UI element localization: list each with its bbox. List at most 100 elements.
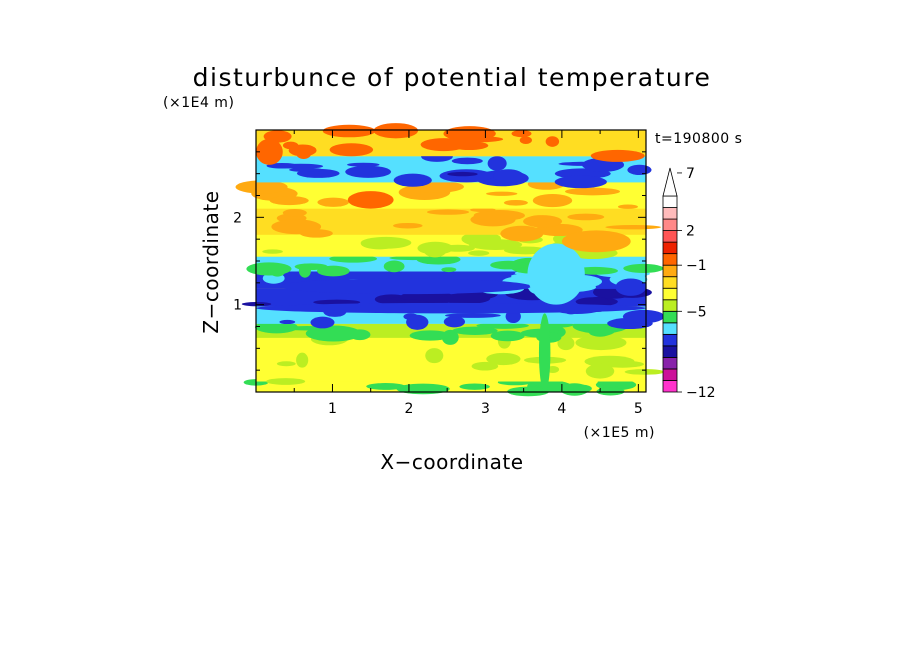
field-cell (262, 249, 283, 254)
field-cell (296, 352, 309, 368)
field-cell (383, 260, 405, 273)
field-cell (567, 213, 605, 221)
x-tick-label: 5 (634, 401, 643, 417)
field-cell (426, 209, 470, 215)
field-cell (298, 263, 311, 278)
field-feature (527, 243, 585, 305)
field-cell (468, 250, 490, 256)
field-cell (282, 141, 299, 150)
field-cell (310, 316, 335, 329)
colorbar-box (662, 380, 678, 393)
colorbar-label: −12 (686, 385, 716, 401)
colorbar-label: −1 (686, 258, 707, 274)
y-axis-ticks: 12 (233, 151, 646, 371)
colorbar-box (662, 299, 678, 312)
y-tick-label: 1 (233, 298, 242, 314)
field-cell (451, 157, 483, 165)
field-cell (279, 319, 296, 325)
field-cell (393, 222, 423, 229)
field-cell (317, 197, 350, 207)
field-cell (345, 165, 392, 178)
field-cell (389, 255, 437, 261)
colorbar-box (662, 310, 678, 324)
field-feature (493, 169, 524, 183)
field-cell (476, 322, 529, 329)
y-axis-label: Z−coordinate (199, 190, 223, 333)
field-cell (487, 156, 507, 171)
colorbar-box (662, 241, 678, 255)
field-cell (523, 215, 563, 228)
field-cell (322, 124, 376, 138)
x-tick-label: 3 (481, 401, 490, 417)
field-cell (565, 187, 620, 196)
field-cell (459, 383, 490, 390)
colorbar-box (662, 218, 678, 231)
field-feature (447, 171, 478, 177)
field-cell (271, 219, 322, 235)
field-cell (445, 313, 501, 318)
colorbar-box (662, 357, 678, 370)
field-cell (417, 241, 454, 255)
field-cell (282, 208, 307, 217)
y-unit-label: (×1E4 m) (163, 95, 234, 111)
field-cell (347, 162, 380, 167)
field-feature (561, 230, 631, 253)
field-cell (266, 378, 306, 385)
field-cell (329, 143, 374, 157)
field-cell (470, 207, 496, 213)
colorbar-label: 2 (686, 224, 695, 240)
field-cell (511, 129, 532, 138)
field-cell (439, 293, 491, 305)
field-cell (406, 188, 421, 196)
field-cell (366, 383, 406, 390)
time-label: t=190800 s (655, 131, 742, 147)
field-cell (313, 299, 361, 305)
field-cell (373, 123, 419, 139)
field-cell (486, 191, 518, 196)
field-cell (617, 204, 638, 209)
field-cell (490, 330, 525, 342)
x-axis-label: X−coordinate (380, 450, 523, 474)
colorbar-box (662, 287, 678, 301)
field-cell (486, 352, 521, 366)
field-cell (623, 263, 664, 273)
colorbar-box (662, 276, 678, 289)
field-cell (360, 236, 412, 249)
field-cell (624, 369, 665, 375)
colorbar-box (662, 253, 678, 266)
field-feature (347, 191, 394, 209)
field-cell (490, 260, 527, 270)
field-cell (329, 254, 378, 263)
field-cell (554, 175, 607, 189)
field-cell (443, 316, 466, 328)
field-cell (627, 164, 652, 176)
field-cell (503, 199, 528, 206)
field-cell (276, 361, 296, 367)
colorbar-box (662, 333, 678, 347)
field-band (256, 381, 646, 392)
x-axis-ticks: 1 2 3 4 5 (293, 130, 643, 417)
field-cell (406, 314, 429, 330)
field-cell (473, 210, 525, 221)
x-tick-label: 4 (557, 401, 566, 417)
field-cell (246, 262, 292, 276)
field-cell (400, 384, 429, 394)
field-cell (573, 384, 592, 393)
field-cell (588, 324, 616, 336)
field-cell (443, 126, 496, 142)
colorbar-box (662, 230, 678, 243)
field-cell (545, 136, 560, 147)
field-feature (393, 173, 432, 187)
colorbar-extend-arrow (662, 167, 678, 197)
field-cell (519, 136, 532, 144)
colorbar-box (662, 345, 678, 358)
field-cell (305, 325, 362, 342)
colorbar-box (662, 368, 678, 381)
field-cell (471, 361, 499, 371)
colorbar-label: 7 (686, 166, 695, 182)
field-cell (468, 239, 523, 250)
field-cell (440, 244, 475, 252)
field-cell (557, 336, 575, 351)
field-cell (269, 196, 309, 206)
field-cell (452, 326, 498, 335)
